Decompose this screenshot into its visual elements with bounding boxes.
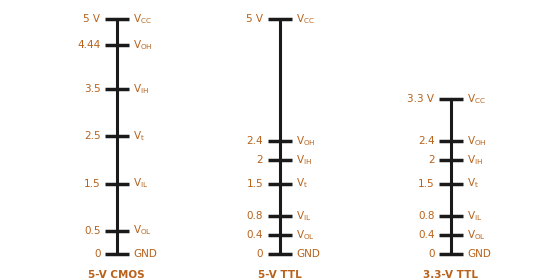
Text: 4.44: 4.44	[77, 40, 100, 50]
Text: 5 V: 5 V	[247, 14, 263, 24]
Text: $\mathregular{V_{t}}$: $\mathregular{V_{t}}$	[296, 177, 308, 190]
Text: 0: 0	[428, 249, 434, 259]
Text: 1.5: 1.5	[418, 179, 434, 188]
Text: 1.5: 1.5	[84, 179, 100, 188]
Text: $\mathregular{V_{IH}}$: $\mathregular{V_{IH}}$	[296, 153, 312, 167]
Text: 5-V CMOS: 5-V CMOS	[89, 270, 145, 280]
Text: 0.8: 0.8	[247, 211, 263, 221]
Text: $\mathregular{V_{OL}}$: $\mathregular{V_{OL}}$	[133, 224, 152, 237]
Text: 2.5: 2.5	[84, 132, 100, 141]
Text: 2.4: 2.4	[418, 136, 434, 146]
Text: 2.4: 2.4	[247, 136, 263, 146]
Text: 0: 0	[94, 249, 100, 259]
Text: $\mathregular{V_{t}}$: $\mathregular{V_{t}}$	[133, 130, 145, 143]
Text: 5 V: 5 V	[84, 14, 100, 24]
Text: 3.5: 3.5	[84, 84, 100, 94]
Text: 0.8: 0.8	[418, 211, 434, 221]
Text: $\mathregular{V_{OH}}$: $\mathregular{V_{OH}}$	[467, 134, 487, 148]
Text: $\mathregular{V_{OL}}$: $\mathregular{V_{OL}}$	[467, 228, 486, 242]
Text: $\mathregular{V_{CC}}$: $\mathregular{V_{CC}}$	[133, 12, 152, 26]
Text: $\mathregular{V_{IH}}$: $\mathregular{V_{IH}}$	[467, 153, 483, 167]
Text: $\mathregular{V_{IL}}$: $\mathregular{V_{IL}}$	[133, 177, 148, 190]
Text: $\mathregular{V_{OL}}$: $\mathregular{V_{OL}}$	[296, 228, 315, 242]
Text: $\mathregular{V_{IH}}$: $\mathregular{V_{IH}}$	[133, 83, 149, 96]
Text: 0.4: 0.4	[247, 230, 263, 240]
Text: $\mathregular{V_{IL}}$: $\mathregular{V_{IL}}$	[296, 209, 311, 223]
Text: 3.3-V TTL
LVT, LVC,
ALVC, LV: 3.3-V TTL LVT, LVC, ALVC, LV	[423, 270, 478, 280]
Text: $\mathregular{V_{IL}}$: $\mathregular{V_{IL}}$	[467, 209, 482, 223]
Text: 0.4: 0.4	[418, 230, 434, 240]
Text: 2: 2	[257, 155, 263, 165]
Text: $\mathregular{V_{OH}}$: $\mathregular{V_{OH}}$	[133, 38, 153, 52]
Text: GND: GND	[296, 249, 320, 259]
Text: $\mathregular{V_{t}}$: $\mathregular{V_{t}}$	[467, 177, 479, 190]
Text: 0: 0	[257, 249, 263, 259]
Text: $\mathregular{V_{CC}}$: $\mathregular{V_{CC}}$	[467, 92, 486, 106]
Text: 2: 2	[428, 155, 434, 165]
Text: 0.5: 0.5	[84, 226, 100, 235]
Text: 1.5: 1.5	[247, 179, 263, 188]
Text: 3.3 V: 3.3 V	[407, 94, 434, 104]
Text: 5-V TTL
Standard
TTL: 5-V TTL Standard TTL	[252, 270, 307, 280]
Text: $\mathregular{V_{OH}}$: $\mathregular{V_{OH}}$	[296, 134, 315, 148]
Text: GND: GND	[467, 249, 491, 259]
Text: $\mathregular{V_{CC}}$: $\mathregular{V_{CC}}$	[296, 12, 315, 26]
Text: GND: GND	[133, 249, 157, 259]
